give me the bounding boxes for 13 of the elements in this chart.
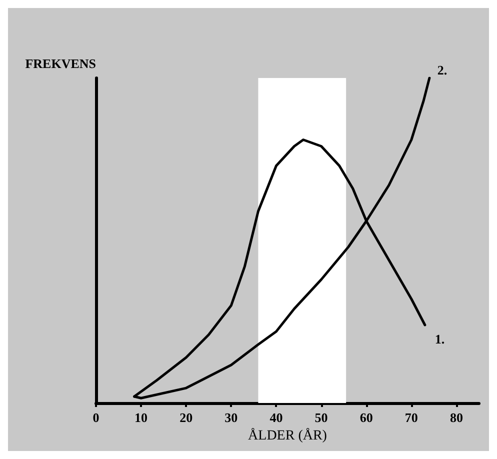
x-tick-label: 40 <box>270 410 283 425</box>
x-tick-label: 50 <box>314 410 328 425</box>
series-label: 1. <box>434 332 445 346</box>
x-tick-label: 70 <box>404 410 418 425</box>
x-tick-label: 20 <box>180 410 193 425</box>
x-tick-label: 60 <box>360 410 373 425</box>
x-tick-label: 0 <box>92 410 100 425</box>
x-tick-label: 10 <box>134 410 148 425</box>
x-axis-title: ÅLDER (ÅR) <box>248 428 328 444</box>
x-tick-label: 80 <box>450 410 463 425</box>
y-axis-title: FREKVENS <box>25 56 96 71</box>
series-label: 2. <box>437 62 448 78</box>
x-tick-label: 30 <box>224 410 238 425</box>
